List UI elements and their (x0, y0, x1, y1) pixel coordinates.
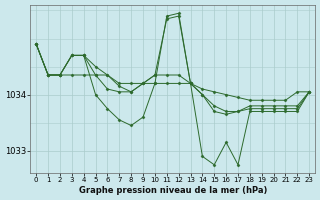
X-axis label: Graphe pression niveau de la mer (hPa): Graphe pression niveau de la mer (hPa) (78, 186, 267, 195)
